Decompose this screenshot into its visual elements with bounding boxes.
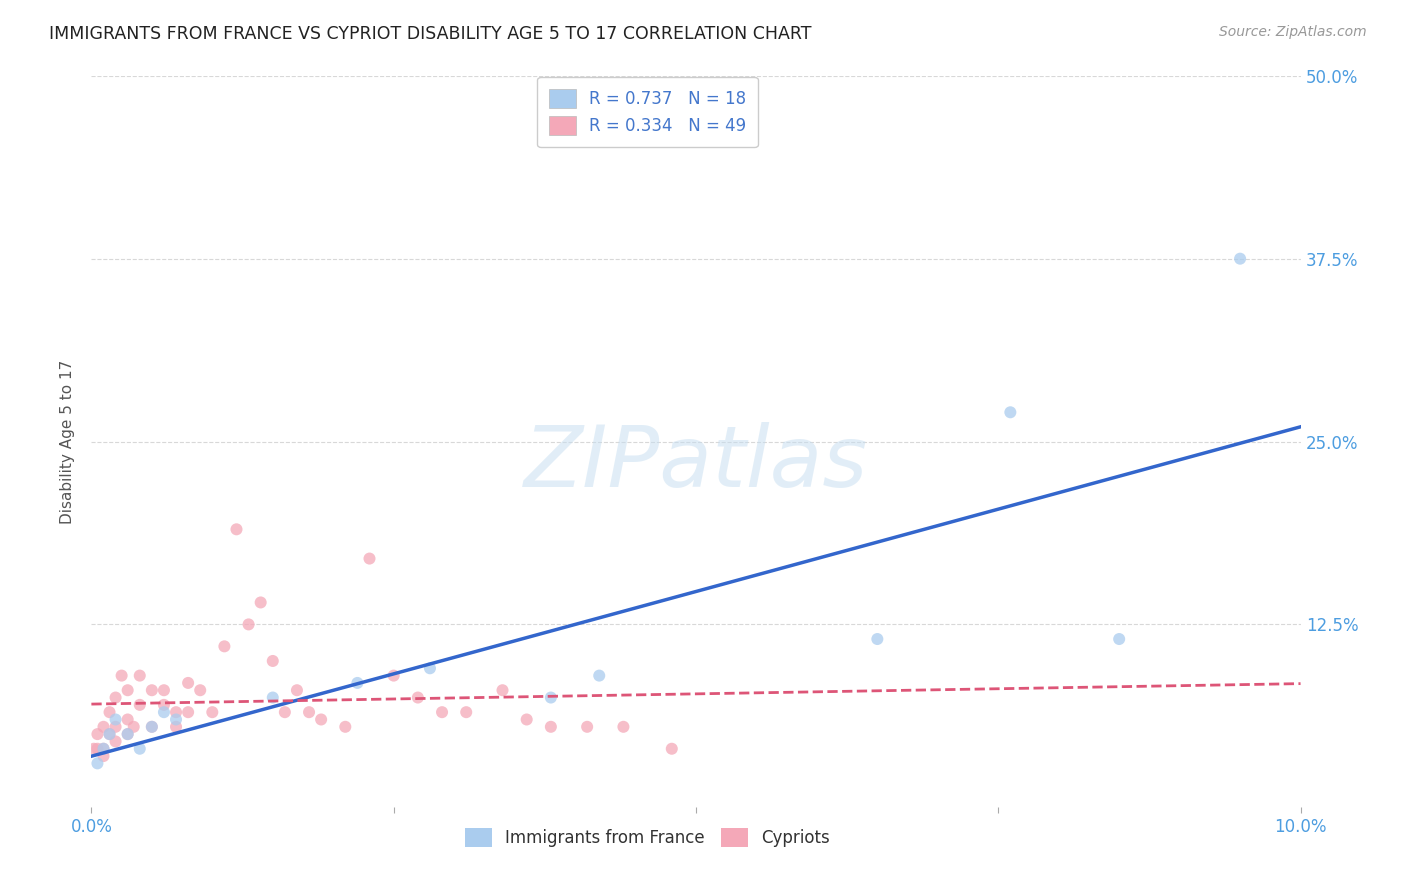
Point xyxy=(612,720,634,734)
Point xyxy=(153,683,176,698)
Point xyxy=(285,683,308,698)
Point xyxy=(153,698,176,712)
Point xyxy=(335,720,357,734)
Point xyxy=(165,720,187,734)
Point xyxy=(262,654,284,668)
Point xyxy=(1229,252,1251,266)
Point xyxy=(111,668,132,682)
Point xyxy=(406,690,429,705)
Point xyxy=(262,690,284,705)
Point xyxy=(93,741,115,756)
Text: ZIPatlas: ZIPatlas xyxy=(524,422,868,505)
Point xyxy=(93,720,115,734)
Y-axis label: Disability Age 5 to 17: Disability Age 5 to 17 xyxy=(60,359,76,524)
Point xyxy=(177,676,200,690)
Point xyxy=(430,705,453,719)
Point xyxy=(104,690,127,705)
Point xyxy=(588,668,610,682)
Point xyxy=(177,705,200,719)
Point xyxy=(188,683,211,698)
Point xyxy=(104,734,127,748)
Point xyxy=(93,749,115,764)
Point xyxy=(86,727,108,741)
Point xyxy=(201,705,224,719)
Point xyxy=(83,741,105,756)
Point xyxy=(128,698,150,712)
Point xyxy=(238,617,260,632)
Point xyxy=(98,705,121,719)
Point xyxy=(359,551,381,566)
Text: IMMIGRANTS FROM FRANCE VS CYPRIOT DISABILITY AGE 5 TO 17 CORRELATION CHART: IMMIGRANTS FROM FRANCE VS CYPRIOT DISABI… xyxy=(49,25,811,43)
Point xyxy=(214,640,236,654)
Point xyxy=(153,705,176,719)
Point xyxy=(1000,405,1022,419)
Point xyxy=(576,720,599,734)
Point xyxy=(86,741,108,756)
Point xyxy=(661,741,683,756)
Point xyxy=(309,713,332,727)
Point xyxy=(274,705,297,719)
Point xyxy=(104,713,127,727)
Point xyxy=(117,713,139,727)
Point xyxy=(540,720,562,734)
Point xyxy=(540,690,562,705)
Point xyxy=(298,705,321,719)
Point xyxy=(1108,632,1130,646)
Point xyxy=(456,705,478,719)
Point xyxy=(346,676,368,690)
Point xyxy=(419,661,441,675)
Point xyxy=(93,741,115,756)
Point xyxy=(117,727,139,741)
Point xyxy=(122,720,145,734)
Point xyxy=(141,720,163,734)
Point xyxy=(382,668,405,682)
Legend: Immigrants from France, Cypriots: Immigrants from France, Cypriots xyxy=(458,822,837,854)
Point xyxy=(128,741,150,756)
Point xyxy=(141,720,163,734)
Point xyxy=(104,720,127,734)
Point xyxy=(165,705,187,719)
Point xyxy=(249,595,271,609)
Point xyxy=(225,522,247,536)
Text: Source: ZipAtlas.com: Source: ZipAtlas.com xyxy=(1219,25,1367,39)
Point xyxy=(117,683,139,698)
Point xyxy=(866,632,889,646)
Point xyxy=(98,727,121,741)
Point xyxy=(128,668,150,682)
Point xyxy=(516,713,538,727)
Point xyxy=(491,683,513,698)
Point xyxy=(141,683,163,698)
Point xyxy=(98,727,121,741)
Point xyxy=(165,713,187,727)
Point xyxy=(86,756,108,771)
Point xyxy=(117,727,139,741)
